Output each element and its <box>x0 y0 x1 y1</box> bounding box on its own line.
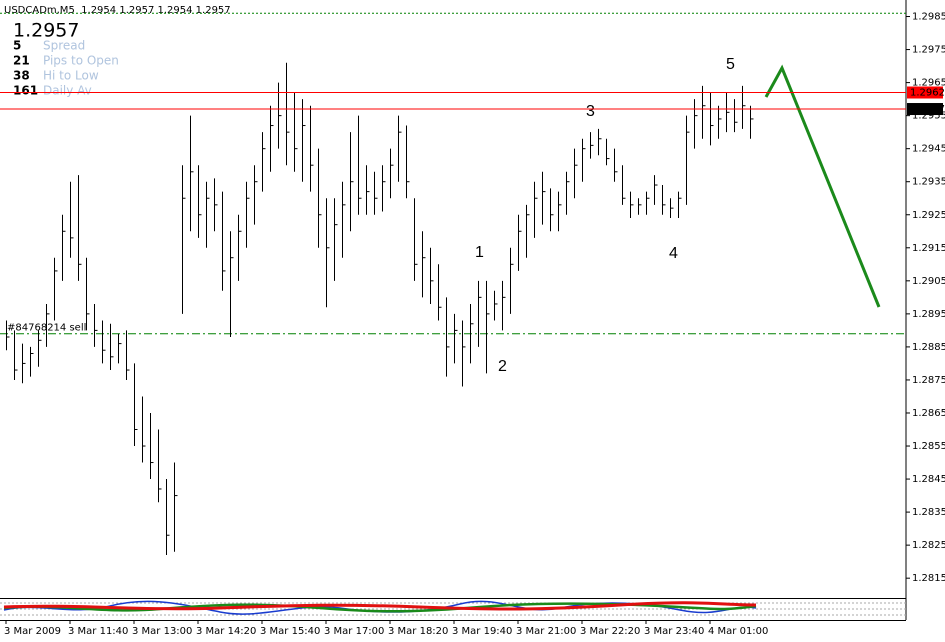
x-tick-label: 3 Mar 23:40 <box>644 626 704 637</box>
plot-area <box>0 0 906 598</box>
x-tick-label: 3 Mar 22:20 <box>580 626 640 637</box>
y-tick-label: 1.2925 <box>912 210 945 221</box>
y-tick-label: 1.2835 <box>912 507 945 518</box>
info-label: Pips to Open <box>43 54 119 68</box>
wave-label: 4 <box>669 245 678 262</box>
price-box <box>907 103 943 116</box>
x-tick-label: 3 Mar 15:40 <box>260 626 320 637</box>
price-box-label: 1.2957 <box>910 104 945 115</box>
info-value: 21 <box>13 54 30 68</box>
info-label: Hi to Low <box>43 69 99 83</box>
x-tick-label: 3 Mar 13:00 <box>132 626 192 637</box>
wave-label: 1 <box>475 244 484 261</box>
x-tick-label: 3 Mar 14:20 <box>196 626 256 637</box>
x-tick-label: 3 Mar 11:40 <box>68 626 128 637</box>
y-tick-label: 1.2935 <box>912 177 945 188</box>
y-tick-label: 1.2885 <box>912 342 945 353</box>
y-tick-label: 1.2915 <box>912 243 945 254</box>
bid-price: 1.2957 <box>13 20 79 42</box>
y-tick-label: 1.2975 <box>912 45 945 56</box>
y-tick-label: 1.2955 <box>912 111 945 122</box>
indicator-line <box>3 602 757 613</box>
info-label: Daily Av <box>43 84 92 98</box>
y-tick-label: 1.2865 <box>912 408 945 419</box>
y-tick-label: 1.2965 <box>912 78 945 89</box>
price-box-label: 1.2962 <box>910 88 945 99</box>
y-tick-label: 1.2845 <box>912 474 945 485</box>
x-tick-label: 3 Mar 19:40 <box>452 626 512 637</box>
wave-label: 2 <box>498 358 507 375</box>
indicator-line <box>3 601 757 611</box>
wave-label: 5 <box>726 56 735 73</box>
info-value: 38 <box>13 69 30 83</box>
y-tick-label: 1.2855 <box>912 441 945 452</box>
y-tick-label: 1.2815 <box>912 573 945 584</box>
y-tick-label: 1.2985 <box>912 12 945 23</box>
indicator-panel <box>0 600 906 616</box>
forecast-arrow <box>764 64 881 308</box>
info-label: Spread <box>43 39 85 53</box>
info-value: 161 <box>13 84 38 98</box>
price-box <box>907 86 943 99</box>
info-value: 5 <box>13 39 21 53</box>
x-tick-label: 3 Mar 2009 <box>4 626 61 637</box>
y-tick-label: 1.2875 <box>912 375 945 386</box>
x-tick-label: 4 Mar 01:00 <box>708 626 768 637</box>
wave-label: 3 <box>586 103 595 120</box>
y-tick-label: 1.2945 <box>912 144 945 155</box>
x-tick-label: 3 Mar 18:20 <box>388 626 448 637</box>
y-tick-label: 1.2895 <box>912 309 945 320</box>
x-tick-label: 3 Mar 17:00 <box>324 626 384 637</box>
x-tick-label: 3 Mar 21:00 <box>516 626 576 637</box>
y-tick-label: 1.2905 <box>912 276 945 287</box>
chart-title: USDCADm,M5 1.2954 1.2957 1.2954 1.2957 <box>4 5 231 16</box>
y-tick-label: 1.2825 <box>912 540 945 551</box>
